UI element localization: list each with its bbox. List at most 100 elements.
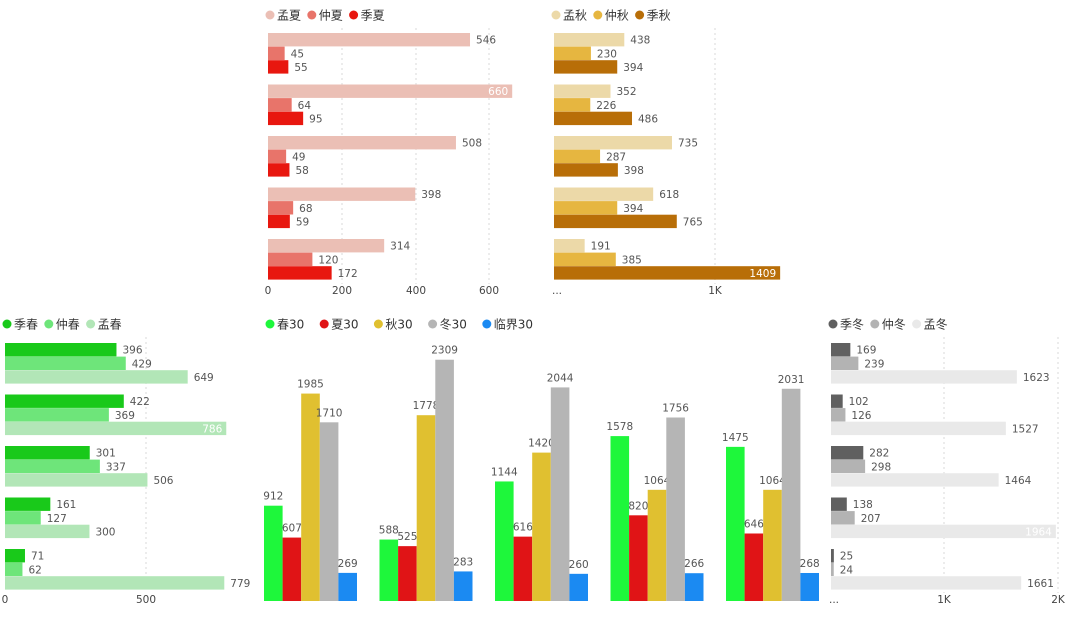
data-label-1-1: 369	[115, 410, 135, 422]
bar-1-2	[5, 459, 100, 473]
data-label-1-4: 385	[622, 254, 642, 266]
bar-1-0	[268, 46, 285, 60]
data-label-1-2: 337	[106, 461, 126, 473]
data-label-4-4: 268	[800, 558, 820, 570]
bar-0-0	[5, 343, 117, 357]
data-label-0-3: 161	[56, 499, 76, 511]
bar-2-2	[554, 163, 618, 177]
x-tick-1: 200	[332, 285, 352, 297]
bar-1-1	[554, 98, 591, 112]
data-label-0-2: 301	[96, 448, 116, 460]
x-tick-0: 0	[265, 285, 272, 297]
bar-0-2	[5, 446, 90, 460]
spring-chart: 季春 仲春 孟春 396 429 649 422 369 786 301 337 506 161 127 3…	[0, 313, 255, 613]
bar-1-1	[398, 546, 417, 601]
data-label-0-0: 396	[122, 345, 142, 357]
data-label-0-3: 398	[421, 189, 441, 201]
bar-1-2	[554, 149, 601, 163]
data-label-2-4: 172	[338, 268, 358, 280]
bar-1-4	[268, 252, 313, 266]
bar-2-2	[831, 473, 999, 487]
bar-1-1	[831, 408, 846, 422]
autumn-chart: 孟秋 仲秋 季秋 438 230 394 352 226 486 735 287 398 618 394 7…	[548, 4, 810, 300]
legend-label-4: 临界30	[494, 318, 533, 332]
bar-4-3	[684, 573, 704, 601]
bar-2-1	[831, 421, 1006, 436]
x-tick-0: 0	[2, 594, 9, 606]
data-label-2-2: 58	[295, 165, 308, 177]
data-label-2-3: 1064	[644, 475, 671, 487]
data-label-2-2: 506	[153, 475, 173, 487]
data-label-1-0: 239	[864, 358, 884, 370]
data-label-2-0: 55	[294, 62, 307, 74]
data-label-0-4: 25	[840, 551, 853, 563]
bar-1-3	[831, 511, 855, 525]
bar-0-0	[554, 33, 625, 47]
data-label-2-2: 1420	[528, 438, 555, 450]
bar-4-1	[453, 571, 473, 601]
x-tick-0: ...	[829, 594, 839, 606]
bar-1-0	[5, 356, 126, 370]
data-label-2-1: 486	[638, 113, 658, 125]
data-label-4-3: 266	[684, 558, 704, 570]
legend-label-2: 季秋	[647, 9, 671, 23]
bar-2-4	[5, 576, 225, 590]
x-tick-1: 1K	[708, 285, 723, 297]
bar-1-4	[744, 533, 764, 601]
bar-2-2	[268, 163, 290, 177]
bar-2-3	[831, 524, 1056, 539]
data-label-0-1: 660	[488, 86, 508, 98]
bar-4-2	[569, 573, 588, 601]
legend-marker-1	[44, 319, 54, 329]
bar-1-3	[268, 201, 294, 215]
bar-3-2	[550, 387, 570, 601]
legend-label-1: 仲秋	[605, 9, 629, 23]
bar-1-2	[268, 149, 287, 163]
data-label-1-3: 394	[623, 203, 643, 215]
bar-1-3	[5, 511, 41, 525]
x-tick-2: 2K	[1051, 594, 1066, 606]
bar-2-3	[647, 489, 667, 601]
data-label-0-4: 71	[31, 551, 44, 563]
data-label-0-4: 1475	[722, 432, 749, 444]
data-label-1-0: 607	[282, 523, 302, 535]
legend-label-3: 冬30	[440, 317, 467, 332]
data-label-1-4: 62	[28, 564, 41, 576]
data-label-1-3: 207	[861, 513, 881, 525]
data-label-0-1: 422	[130, 396, 150, 408]
legend-marker-4	[482, 319, 492, 329]
data-label-1-3: 127	[47, 513, 67, 525]
bar-0-3	[610, 436, 630, 601]
bar-1-4	[831, 562, 834, 576]
bar-2-4	[554, 266, 781, 280]
bar-2-2	[532, 452, 551, 601]
winter-chart: 季冬 仲冬 孟冬 169 239 1623 102 126 1527 282 298 1464 138 2…	[826, 313, 1080, 615]
legend-label-2: 孟冬	[924, 317, 948, 332]
legend-marker-2	[912, 319, 922, 329]
data-label-2-3: 1964	[1025, 526, 1052, 538]
data-label-4-0: 269	[338, 558, 358, 570]
bar-0-4	[831, 549, 834, 563]
data-label-3-1: 2309	[431, 345, 458, 357]
bar-1-4	[554, 252, 616, 266]
data-label-2-4: 1064	[759, 475, 786, 487]
legend-label-0: 春30	[277, 318, 304, 332]
legend-label-0: 季冬	[840, 317, 864, 332]
legend-label-1: 仲春	[56, 318, 80, 332]
data-label-1-1: 126	[851, 410, 871, 422]
bar-0-1	[554, 84, 611, 98]
data-label-3-3: 1756	[662, 402, 689, 414]
data-label-1-1: 525	[397, 531, 417, 543]
bar-2-1	[5, 421, 227, 436]
data-label-1-4: 24	[840, 564, 854, 576]
bar-1-3	[629, 515, 648, 601]
data-label-1-1: 64	[298, 100, 312, 112]
legend-marker-0	[2, 319, 12, 329]
data-label-1-3: 820	[628, 500, 648, 512]
data-label-1-1: 226	[596, 100, 616, 112]
bar-0-0	[264, 505, 283, 601]
data-label-2-3: 59	[296, 216, 309, 228]
legend-marker-1	[307, 10, 317, 20]
legend-label-0: 季春	[14, 318, 38, 332]
bar-0-2	[831, 446, 864, 460]
